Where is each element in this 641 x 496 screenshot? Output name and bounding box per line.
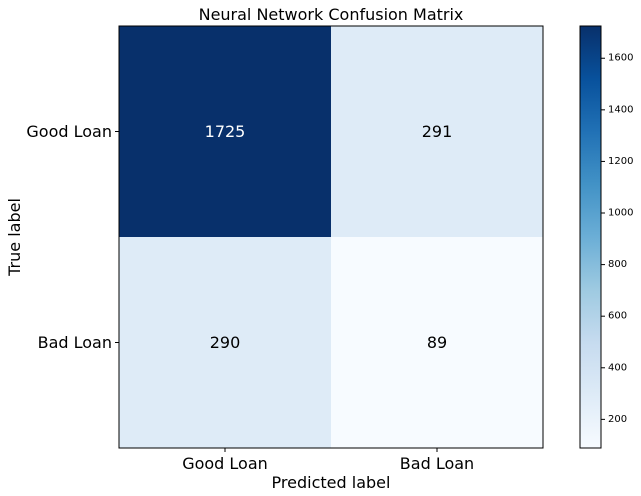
cell-value-label: 291 xyxy=(422,122,453,141)
matrix-cell xyxy=(331,237,543,448)
colorbar-ticks: 200 400 600 800 1000 1200 1400 1600 xyxy=(601,53,633,425)
y-tick-label: Good Loan xyxy=(26,122,112,141)
colorbar-tick-label: 400 xyxy=(608,362,627,373)
cell-value-label: 290 xyxy=(210,333,241,352)
matrix-cells xyxy=(119,26,543,448)
colorbar-tick-label: 1400 xyxy=(608,104,633,115)
chart-title: Neural Network Confusion Matrix xyxy=(199,5,464,24)
plot-frame xyxy=(118,25,544,449)
x-tick-label: Bad Loan xyxy=(400,454,474,473)
y-axis-ticks: Good Loan Bad Loan xyxy=(26,122,119,352)
y-axis-label: True label xyxy=(5,198,24,277)
colorbar xyxy=(579,25,602,449)
colorbar-tick-label: 1200 xyxy=(608,156,633,167)
matrix-cell xyxy=(119,237,331,448)
cell-value-label: 89 xyxy=(427,333,447,352)
x-axis-label: Predicted label xyxy=(272,473,391,492)
x-axis-ticks: Good Loan Bad Loan xyxy=(182,448,474,473)
colorbar-tick-label: 1000 xyxy=(608,208,633,219)
colorbar-tick-label: 1600 xyxy=(608,53,633,64)
matrix-cell-labels: 1725 291 290 89 xyxy=(205,122,453,352)
colorbar-tick-label: 800 xyxy=(608,259,627,270)
cell-value-label: 1725 xyxy=(205,122,246,141)
colorbar-tick-label: 600 xyxy=(608,311,627,322)
matrix-cell xyxy=(119,26,331,237)
colorbar-tick-label: 200 xyxy=(608,414,627,425)
y-tick-label: Bad Loan xyxy=(38,333,112,352)
matrix-cell xyxy=(331,26,543,237)
x-tick-label: Good Loan xyxy=(182,454,268,473)
